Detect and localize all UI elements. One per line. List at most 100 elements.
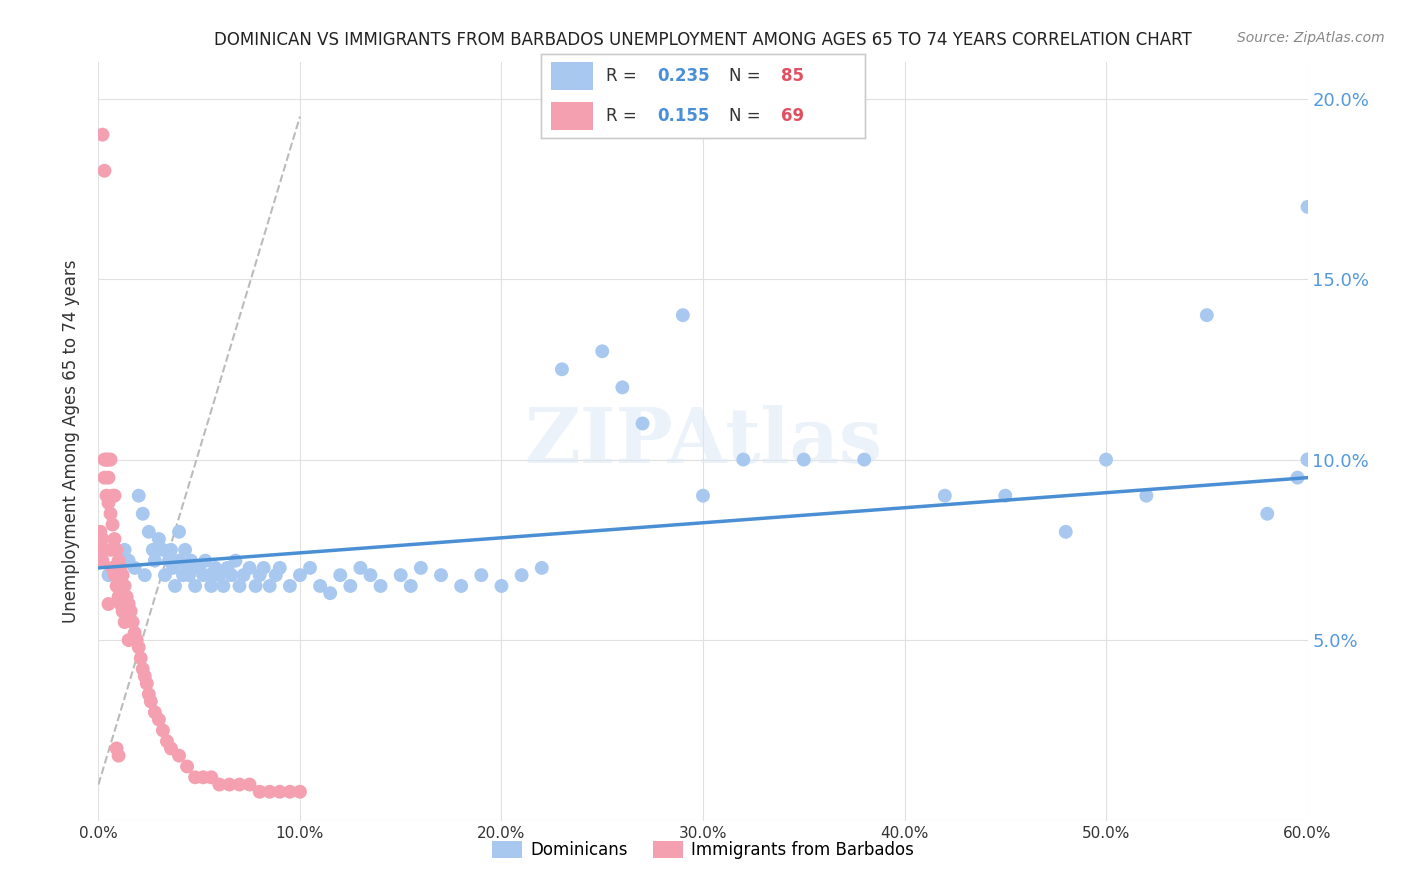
Point (160, 741, 183, 756)
Point (212, 579, 235, 593)
Point (1296, 452, 1319, 467)
Point (259, 785, 281, 799)
Point (208, 778, 231, 792)
Point (194, 554, 217, 568)
Point (103, 489, 125, 503)
Point (160, 542, 183, 557)
Point (1256, 507, 1278, 521)
Point (1135, 489, 1157, 503)
Point (253, 561, 276, 575)
Point (218, 778, 240, 792)
Point (174, 542, 197, 557)
Point (118, 554, 141, 568)
Point (105, 542, 128, 557)
Text: 85: 85 (780, 67, 804, 85)
Point (228, 778, 250, 792)
Point (591, 344, 613, 359)
Point (138, 524, 160, 539)
Point (97, 470, 120, 484)
Point (224, 554, 246, 568)
Point (107, 561, 129, 575)
Point (370, 579, 392, 593)
Text: R =: R = (606, 107, 643, 125)
Text: N =: N = (728, 107, 766, 125)
Point (110, 561, 132, 575)
Point (139, 694, 162, 708)
Point (269, 785, 291, 799)
Legend: Dominicans, Immigrants from Barbados: Dominicans, Immigrants from Barbados (485, 834, 921, 865)
Point (91, 554, 114, 568)
Point (115, 590, 138, 604)
Point (152, 723, 174, 738)
Point (208, 568, 231, 582)
Point (134, 669, 156, 683)
Point (249, 785, 271, 799)
Point (91, 128, 114, 142)
Point (692, 489, 714, 503)
Point (319, 586, 342, 600)
Point (97, 568, 120, 582)
Point (118, 633, 141, 648)
Point (97, 597, 120, 611)
Point (101, 489, 124, 503)
Point (128, 489, 150, 503)
Point (232, 568, 254, 582)
Point (167, 748, 190, 763)
Point (399, 579, 422, 593)
Point (93, 452, 115, 467)
Point (111, 568, 134, 582)
Point (470, 568, 492, 582)
Point (217, 561, 239, 575)
Point (124, 561, 146, 575)
Point (167, 554, 190, 568)
Point (631, 417, 654, 431)
Point (198, 568, 221, 582)
Point (134, 568, 156, 582)
Point (172, 568, 194, 582)
Point (132, 507, 155, 521)
Point (204, 561, 226, 575)
Point (221, 568, 243, 582)
Point (278, 579, 301, 593)
Point (96, 489, 118, 503)
Point (1195, 308, 1218, 322)
Point (124, 626, 146, 640)
Text: 0.155: 0.155 (658, 107, 710, 125)
Text: ZIPAtlas: ZIPAtlas (524, 405, 882, 478)
Point (994, 489, 1017, 503)
Point (184, 579, 207, 593)
Point (450, 579, 472, 593)
Y-axis label: Unemployment Among Ages 65 to 74 years: Unemployment Among Ages 65 to 74 years (62, 260, 80, 624)
Point (107, 590, 129, 604)
Text: N =: N = (728, 67, 766, 85)
Point (430, 568, 453, 582)
Point (188, 561, 211, 575)
Point (138, 687, 160, 701)
Point (510, 568, 533, 582)
Point (193, 770, 215, 784)
Point (176, 561, 198, 575)
Point (672, 308, 695, 322)
Text: DOMINICAN VS IMMIGRANTS FROM BARBADOS UNEMPLOYMENT AMONG AGES 65 TO 74 YEARS COR: DOMINICAN VS IMMIGRANTS FROM BARBADOS UN… (214, 31, 1192, 49)
Point (239, 778, 262, 792)
Point (148, 713, 170, 727)
Point (111, 604, 134, 618)
Point (360, 568, 382, 582)
Point (148, 532, 170, 546)
Point (96, 452, 118, 467)
Point (309, 579, 332, 593)
Point (934, 489, 956, 503)
Point (1054, 524, 1077, 539)
Point (114, 615, 136, 629)
Bar (551, 62, 593, 90)
Point (97, 452, 120, 467)
Point (491, 579, 513, 593)
Point (89, 524, 111, 539)
Point (200, 770, 222, 784)
Point (179, 568, 201, 582)
Point (107, 748, 129, 763)
Point (153, 568, 176, 582)
Point (1095, 452, 1118, 467)
Point (1286, 470, 1309, 484)
Point (1296, 200, 1319, 214)
